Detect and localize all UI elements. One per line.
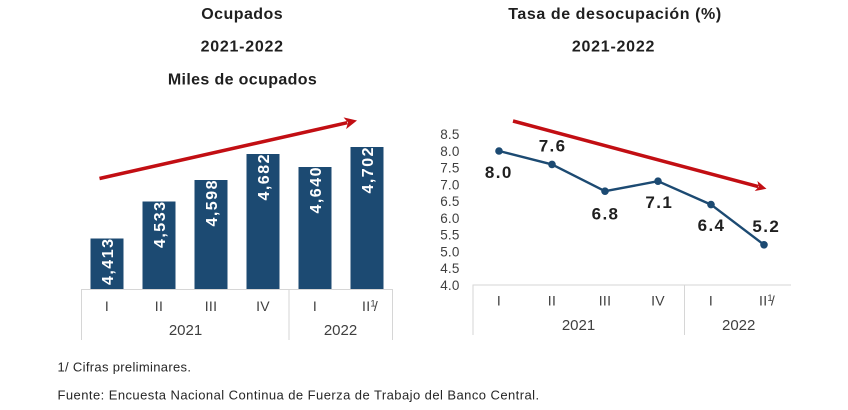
svg-text:7.6: 7.6 [539, 137, 567, 156]
svg-text:II: II [155, 298, 163, 314]
svg-text:4,533: 4,533 [152, 201, 169, 249]
svg-text:4.0: 4.0 [440, 278, 459, 293]
svg-text:5.5: 5.5 [440, 228, 459, 243]
svg-text:6.4: 6.4 [698, 216, 726, 235]
svg-text:IV: IV [651, 293, 665, 309]
svg-text:4,702: 4,702 [360, 146, 377, 194]
svg-text:5.2: 5.2 [752, 217, 780, 236]
svg-text:1/ Cifras preliminares.: 1/ Cifras preliminares. [58, 359, 192, 374]
svg-text:II1/: II1/ [759, 293, 775, 309]
svg-text:7.1: 7.1 [645, 193, 673, 212]
svg-text:2021-2022: 2021-2022 [201, 38, 284, 55]
svg-text:Fuente: Encuesta Nacional Cont: Fuente: Encuesta Nacional Continua de Fu… [58, 387, 540, 402]
svg-text:2022: 2022 [324, 322, 357, 339]
svg-text:4,640: 4,640 [308, 166, 325, 214]
svg-text:7.0: 7.0 [440, 177, 459, 192]
svg-text:7.5: 7.5 [440, 161, 459, 176]
svg-text:2021: 2021 [562, 317, 595, 334]
svg-text:II1/: II1/ [362, 298, 378, 314]
svg-text:I: I [313, 298, 317, 314]
svg-text:4.5: 4.5 [440, 261, 459, 276]
svg-text:Ocupados: Ocupados [201, 6, 283, 23]
svg-text:4,598: 4,598 [204, 179, 221, 227]
svg-text:IV: IV [256, 298, 270, 314]
svg-text:2021: 2021 [169, 322, 202, 339]
svg-text:5.0: 5.0 [440, 244, 459, 259]
svg-text:2021-2022: 2021-2022 [572, 38, 655, 55]
svg-text:8.0: 8.0 [485, 163, 513, 182]
svg-text:8.0: 8.0 [440, 144, 459, 159]
svg-text:Miles de ocupados: Miles de ocupados [168, 72, 317, 89]
svg-text:I: I [497, 293, 501, 309]
svg-text:6.0: 6.0 [440, 211, 459, 226]
svg-text:4,682: 4,682 [256, 153, 273, 201]
svg-text:III: III [599, 293, 612, 309]
svg-text:Tasa de desocupación (%): Tasa de desocupación (%) [508, 6, 721, 23]
svg-text:I: I [709, 293, 713, 309]
svg-text:2022: 2022 [722, 317, 755, 334]
svg-text:II: II [548, 293, 556, 309]
svg-text:6.8: 6.8 [592, 204, 620, 223]
svg-text:4,413: 4,413 [100, 238, 117, 286]
svg-text:6.5: 6.5 [440, 194, 459, 209]
svg-text:8.5: 8.5 [440, 127, 459, 142]
svg-text:I: I [105, 298, 109, 314]
svg-text:III: III [205, 298, 218, 314]
